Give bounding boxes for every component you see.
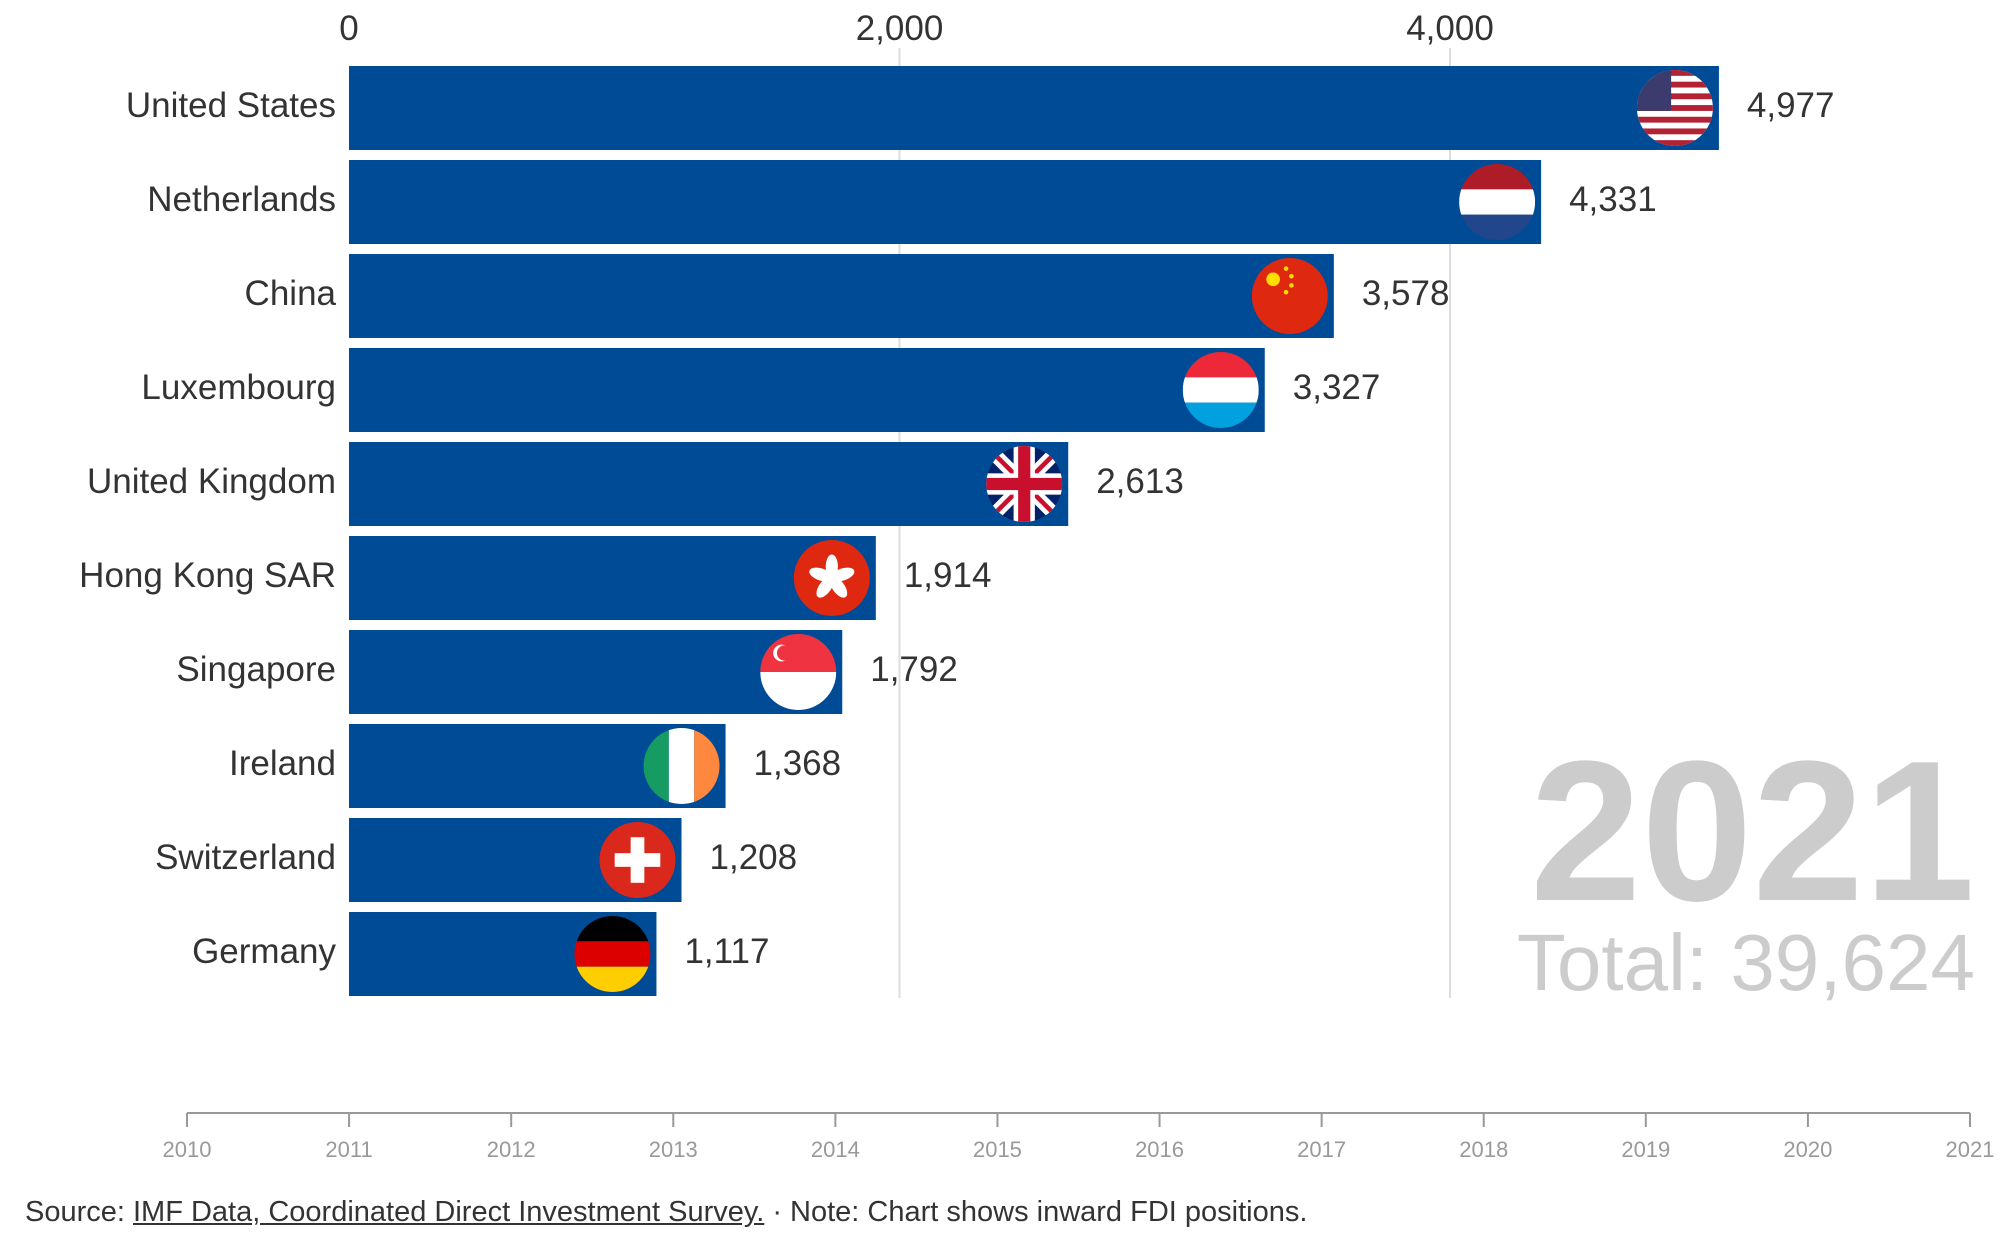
timeline-year-label[interactable]: 2021 xyxy=(1946,1137,1995,1162)
bar-row: China 3,578 xyxy=(245,254,1450,338)
value-label: 4,977 xyxy=(1747,86,1835,125)
timeline-year-label[interactable]: 2010 xyxy=(163,1137,212,1162)
category-label: China xyxy=(245,274,337,313)
bar-row: Hong Kong SAR 1,914 xyxy=(79,536,991,620)
x-tick-label: 2,000 xyxy=(856,9,944,48)
value-label: 1,117 xyxy=(684,932,769,971)
luxembourg-flag-icon xyxy=(1182,352,1259,428)
switzerland-flag-icon xyxy=(599,822,676,898)
bar[interactable] xyxy=(349,630,843,714)
singapore-flag-icon xyxy=(760,634,837,710)
category-label: United Kingdom xyxy=(87,462,336,501)
value-label: 4,331 xyxy=(1569,180,1657,219)
bar[interactable] xyxy=(349,254,1334,338)
bar[interactable] xyxy=(349,536,876,620)
current-year-label: 2021 xyxy=(1530,720,1975,943)
source-note: Source: IMF Data, Coordinated Direct Inv… xyxy=(25,1196,1307,1229)
category-label: United States xyxy=(126,86,336,125)
category-label: Netherlands xyxy=(147,180,336,219)
category-label: Germany xyxy=(192,932,336,971)
x-axis-ticks: 0 2,000 4,000 xyxy=(339,9,1494,48)
timeline-year-label[interactable]: 2016 xyxy=(1135,1137,1184,1162)
bar-row: Luxembourg 3,327 xyxy=(141,348,1380,432)
x-tick-label: 4,000 xyxy=(1406,9,1494,48)
category-label: Luxembourg xyxy=(141,368,336,407)
value-label: 1,914 xyxy=(904,556,992,595)
hong-kong-flag-icon xyxy=(793,540,870,616)
bar-row: United States 4,977 xyxy=(126,66,1835,150)
x-tick-label: 0 xyxy=(339,9,358,48)
bar[interactable] xyxy=(349,442,1069,526)
bar[interactable] xyxy=(349,66,1719,150)
timeline-year-label[interactable]: 2011 xyxy=(325,1137,372,1162)
source-link[interactable]: IMF Data, Coordinated Direct Investment … xyxy=(133,1196,765,1228)
value-label: 1,368 xyxy=(754,744,842,783)
category-label: Ireland xyxy=(229,744,336,783)
bar-row: United Kingdom 2,613 xyxy=(87,442,1184,526)
bars: United States 4,977 Netherlands 4,331 China 3… xyxy=(79,66,1835,996)
timeline-year-label[interactable]: 2019 xyxy=(1621,1137,1670,1162)
ireland-flag-icon xyxy=(643,728,720,804)
bar-row: Germany 1,117 xyxy=(192,912,769,996)
timeline-year-label[interactable]: 2013 xyxy=(649,1137,698,1162)
germany-flag-icon xyxy=(574,916,651,992)
uk-flag-icon xyxy=(986,446,1063,522)
us-flag-icon xyxy=(1636,70,1713,146)
bar-row: Switzerland 1,208 xyxy=(155,818,797,902)
bar-row: Netherlands 4,331 xyxy=(147,160,1657,244)
bar-row: Ireland 1,368 xyxy=(229,724,841,808)
category-label: Singapore xyxy=(176,650,336,689)
footer-note: · Note: Chart shows inward FDI positions… xyxy=(764,1196,1308,1228)
category-label: Switzerland xyxy=(155,838,336,877)
source-prefix: Source: xyxy=(25,1196,133,1228)
bar-row: Singapore 1,792 xyxy=(176,630,958,714)
year-timeline[interactable]: 2010 2011 2012 2013 2014 2015 2016 2017 2018 2019… xyxy=(163,1112,1995,1162)
timeline-year-label[interactable]: 2018 xyxy=(1459,1137,1508,1162)
value-label: 3,327 xyxy=(1293,368,1381,407)
bar[interactable] xyxy=(349,348,1265,432)
value-label: 1,208 xyxy=(710,838,798,877)
timeline-year-label[interactable]: 2015 xyxy=(973,1137,1022,1162)
value-label: 1,792 xyxy=(870,650,958,689)
total-label: Total: 39,624 xyxy=(1517,918,1975,1007)
timeline-year-label[interactable]: 2014 xyxy=(811,1137,860,1162)
timeline-year-label[interactable]: 2012 xyxy=(487,1137,536,1162)
timeline-year-label[interactable]: 2020 xyxy=(1783,1137,1832,1162)
netherlands-flag-icon xyxy=(1459,164,1536,240)
category-label: Hong Kong SAR xyxy=(79,556,336,595)
value-label: 3,578 xyxy=(1362,274,1450,313)
timeline-year-label[interactable]: 2017 xyxy=(1297,1137,1346,1162)
china-flag-icon xyxy=(1251,258,1328,334)
bar[interactable] xyxy=(349,160,1542,244)
value-label: 2,613 xyxy=(1096,462,1184,501)
